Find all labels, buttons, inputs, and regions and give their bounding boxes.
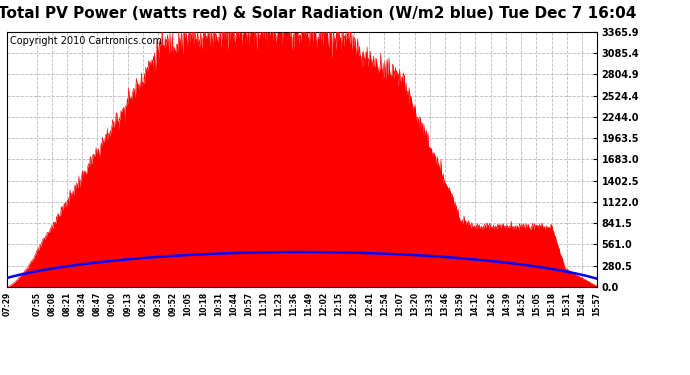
Text: Copyright 2010 Cartronics.com: Copyright 2010 Cartronics.com [10,36,162,46]
Text: Total PV Power (watts red) & Solar Radiation (W/m2 blue) Tue Dec 7 16:04: Total PV Power (watts red) & Solar Radia… [0,6,637,21]
